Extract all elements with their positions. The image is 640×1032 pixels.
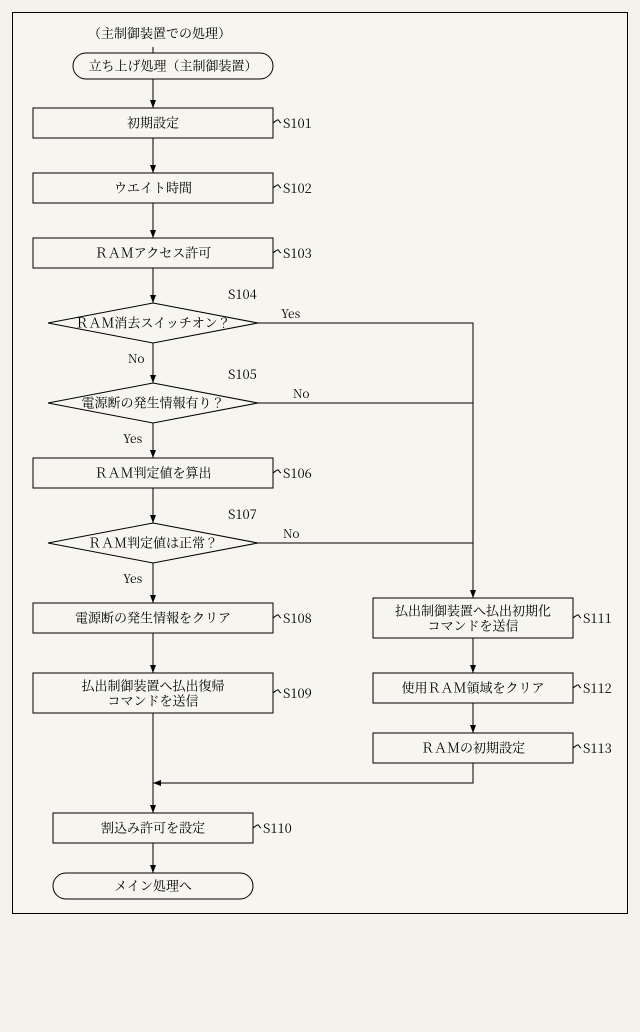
node-text: ＲＡＭ判定値は正常？ (88, 533, 218, 552)
flowchart-svg: （主制御装置での処理） 立ち上げ処理（主制御装置） 初期設定 S101 ウエイト時間 S1… (13, 13, 627, 913)
edge-label: Yes (281, 305, 301, 322)
svg-text:S103: S103 (283, 243, 312, 262)
node-s113: ＲＡＭの初期設定 S113 (373, 733, 612, 763)
diagram-frame: （主制御装置での処理） 立ち上げ処理（主制御装置） 初期設定 S101 ウエイト時間 S1… (12, 12, 628, 914)
node-text: ＲＡＭ判定値を算出 (94, 463, 211, 482)
step-label: S103 (273, 243, 312, 262)
node-text: 割込み許可を設定 (101, 818, 205, 837)
edge-label: Yes (123, 570, 143, 587)
node-text: 立ち上げ処理（主制御装置） (88, 56, 257, 75)
edge-label: No (283, 525, 300, 542)
edge-label: Yes (123, 430, 143, 447)
step-label: S108 (273, 608, 312, 627)
svg-text:S104: S104 (228, 284, 257, 303)
node-text: 電源断の発生情報をクリア (75, 608, 231, 627)
edge-label: No (128, 350, 145, 367)
step-label: S105 (228, 364, 257, 383)
node-s101: 初期設定 S101 (33, 108, 312, 138)
step-label: S111 (573, 608, 612, 627)
svg-text:S107: S107 (228, 504, 257, 523)
node-text: ＲＡＭアクセス許可 (95, 243, 212, 262)
node-s108: 電源断の発生情報をクリア S108 (33, 603, 312, 633)
svg-text:S101: S101 (283, 113, 312, 132)
node-s109: 払出制御装置へ払出復帰コマンドを送信S109 (33, 673, 312, 713)
node-text: メイン処理へ (114, 876, 192, 895)
node-text: ＲＡＭ消去スイッチオン？ (75, 313, 230, 332)
svg-text:S106: S106 (283, 463, 312, 482)
node-s110: 割込み許可を設定 S110 (53, 813, 292, 843)
node-s111: 払出制御装置へ払出初期化コマンドを送信S111 (373, 598, 612, 638)
svg-text:S109: S109 (283, 683, 312, 702)
node-text: 使用ＲＡＭ領域をクリア (401, 678, 544, 697)
step-label: S112 (573, 678, 612, 697)
node-s112: 使用ＲＡＭ領域をクリア S112 (373, 673, 612, 703)
node-s106: ＲＡＭ判定値を算出 S106 (33, 458, 312, 488)
svg-text:S113: S113 (583, 738, 612, 757)
node-text: ウエイト時間 (114, 178, 192, 197)
node-end: メイン処理へ (53, 873, 253, 899)
svg-text:S112: S112 (583, 678, 612, 697)
svg-text:S105: S105 (228, 364, 257, 383)
svg-text:S108: S108 (283, 608, 312, 627)
node-text: 初期設定 (127, 113, 179, 132)
node-s102: ウエイト時間 S102 (33, 173, 312, 203)
edge (258, 323, 473, 598)
step-label: S110 (253, 818, 292, 837)
edge (153, 763, 473, 783)
node-text: ＲＡＭの初期設定 (421, 738, 525, 757)
step-label: S104 (228, 284, 257, 303)
step-label: S107 (228, 504, 257, 523)
step-label: S102 (273, 178, 312, 197)
edge-label: No (293, 385, 310, 402)
step-label: S106 (273, 463, 312, 482)
node-text: コマンドを送信 (427, 615, 518, 634)
node-start: 立ち上げ処理（主制御装置） (73, 53, 273, 79)
node-text: 電源断の発生情報有り？ (81, 393, 224, 412)
svg-text:S102: S102 (283, 178, 312, 197)
node-text: コマンドを送信 (107, 690, 198, 709)
step-label: S113 (573, 738, 612, 757)
svg-text:S110: S110 (263, 818, 292, 837)
svg-text:（主制御装置での処理）: （主制御装置での処理） (88, 23, 231, 42)
step-label: S109 (273, 683, 312, 702)
step-label: S101 (273, 113, 312, 132)
svg-text:S111: S111 (583, 608, 612, 627)
node-s103: ＲＡＭアクセス許可 S103 (33, 238, 312, 268)
